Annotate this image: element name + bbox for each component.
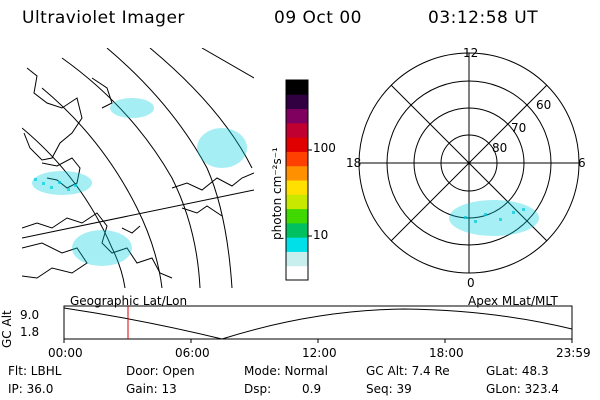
colorbar-cell — [286, 137, 308, 152]
glon-info: GLon: 323.4 — [486, 382, 559, 396]
time-tick-1800: 18:00 — [429, 346, 464, 360]
date-label: 09 Oct 00 — [274, 8, 362, 28]
mlt-label-6: 6 — [578, 156, 586, 170]
mlt-label-12: 12 — [463, 46, 479, 60]
colorbar-cell — [286, 194, 308, 210]
door-info: Door: Open — [126, 364, 195, 378]
colorbar-cell — [286, 151, 308, 167]
time-tick-2359: 23:59 — [556, 346, 591, 360]
dsp-label: Dsp: — [244, 382, 272, 396]
dsp-value: 0.9 — [302, 382, 322, 396]
time-label: 03:12:58 UT — [428, 8, 539, 28]
colorbar — [285, 79, 312, 281]
colorbar-tick-100: 100 — [313, 141, 336, 155]
colorbar-cell — [286, 122, 308, 138]
polar-plot — [358, 52, 580, 274]
lat-label-70: 70 — [511, 121, 527, 135]
colorbar-cell — [286, 208, 308, 224]
lat-label-80: 80 — [492, 141, 508, 155]
colorbar-tick-10: 10 — [313, 228, 329, 242]
gain-info: Gain: 13 — [126, 382, 177, 396]
ip-info: IP: 36.0 — [8, 382, 54, 396]
time-tick-1200: 12:00 — [302, 346, 337, 360]
altitude-axis-label: GC Alt — [0, 310, 14, 348]
altitude-tick-high: 9.0 — [20, 308, 40, 322]
colorbar-cell — [286, 108, 308, 124]
gc-alt-info: GC Alt: 7.4 Re — [366, 364, 450, 378]
seq-info: Seq: 39 — [366, 382, 412, 396]
geographic-panel-label: Geographic Lat/Lon — [70, 294, 188, 308]
geographic-map — [22, 48, 254, 288]
mode-info: Mode: Normal — [244, 364, 328, 378]
colorbar-cell — [286, 180, 308, 195]
altitude-timeline — [63, 305, 573, 343]
colorbar-unit-label: photon cm⁻²s⁻¹ — [270, 147, 284, 240]
colorbar-cell — [286, 94, 308, 110]
glat-info: GLat: 48.3 — [486, 364, 549, 378]
colorbar-cell — [286, 251, 308, 267]
colorbar-cell — [286, 165, 308, 181]
instrument-title: Ultraviolet Imager — [22, 8, 185, 28]
colorbar-cell — [286, 265, 308, 281]
colorbar-cell — [286, 237, 308, 252]
colorbar-cell — [286, 80, 308, 95]
lat-label-60: 60 — [536, 98, 552, 112]
mlt-label-18: 18 — [346, 156, 362, 170]
filter-info: Flt: LBHL — [8, 364, 62, 378]
altitude-tick-low: 1.8 — [20, 325, 40, 339]
apex-panel-label: Apex MLat/MLT — [468, 294, 558, 308]
time-tick-0600: 06:00 — [175, 346, 210, 360]
time-tick-0000: 00:00 — [48, 346, 83, 360]
mlt-label-0: 0 — [467, 276, 475, 290]
colorbar-cell — [286, 222, 308, 238]
